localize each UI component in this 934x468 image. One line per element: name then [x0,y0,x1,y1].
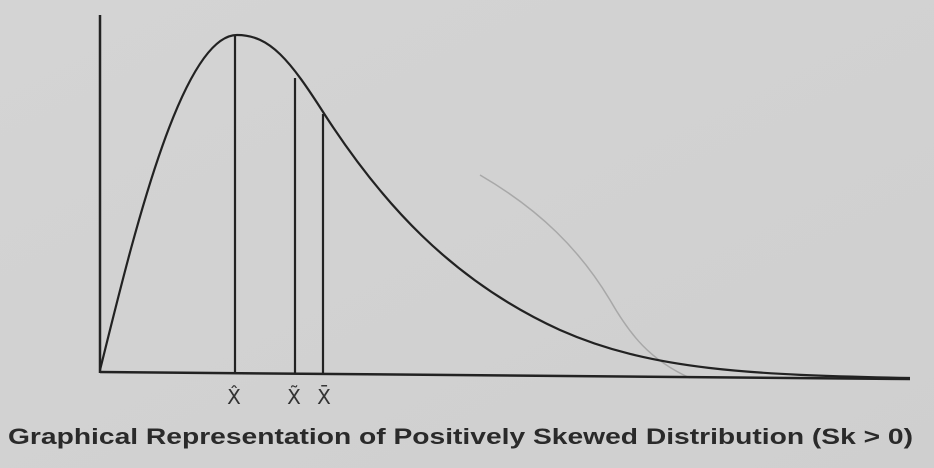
mode-label: X̂ [227,385,241,409]
skewed-curve [98,33,911,380]
median-label: X̃ [287,385,301,409]
caption: Graphical Representation of Positively S… [8,424,913,449]
faint-trace [479,174,691,379]
x-axis [99,370,911,381]
mean-label: X̄ [317,384,331,409]
